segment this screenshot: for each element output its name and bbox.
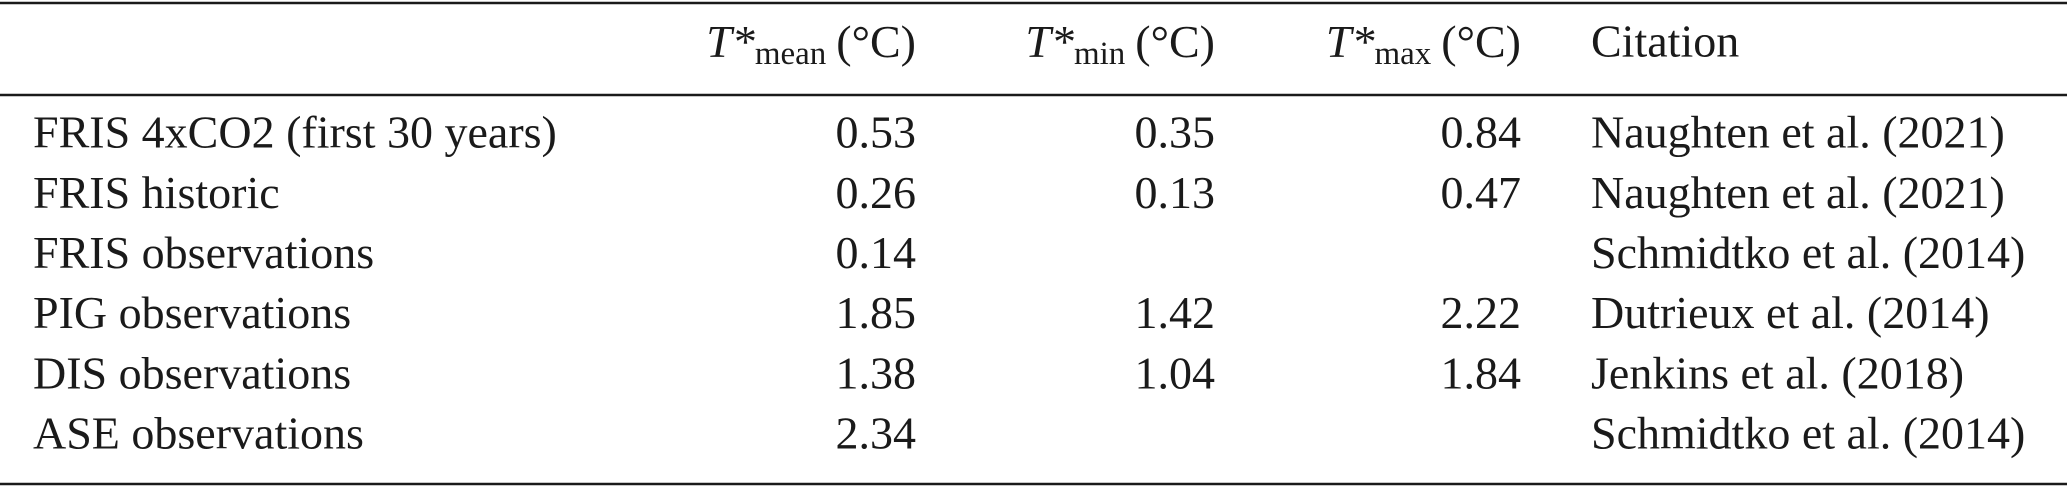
header-symbol: T* (706, 16, 755, 67)
header-symbol: T* (1025, 16, 1074, 67)
row-label: DIS observations (33, 347, 351, 398)
cell-value: 0.47 (1441, 167, 1522, 218)
header-unit: (°C) (836, 16, 916, 67)
cell-value: 1.38 (836, 347, 917, 398)
cell-value: 0.14 (836, 227, 917, 278)
cell-value: 1.42 (1135, 287, 1216, 338)
column-header: T*min (°C) (1025, 16, 1215, 72)
citation: Naughten et al. (2021) (1591, 107, 2005, 158)
header-subscript: mean (755, 36, 826, 72)
row-label: FRIS historic (33, 167, 280, 218)
header-symbol: T* (1326, 16, 1375, 67)
citation: Dutrieux et al. (2014) (1591, 287, 1990, 338)
cell-value: 0.13 (1135, 167, 1216, 218)
cell-value: 1.84 (1441, 347, 1522, 398)
cell-value: 1.04 (1135, 347, 1216, 398)
row-label: FRIS 4xCO2 (first 30 years) (33, 107, 557, 158)
column-header: T*max (°C) (1326, 16, 1521, 72)
header-subscript: min (1074, 36, 1125, 72)
cell-value: 0.84 (1441, 107, 1522, 158)
row-label: FRIS observations (33, 227, 374, 278)
header-unit: (°C) (1135, 16, 1215, 67)
cell-value: 0.26 (836, 167, 917, 218)
header-subscript: max (1374, 36, 1431, 72)
citation: Schmidtko et al. (2014) (1591, 227, 2025, 278)
cell-value: 0.35 (1135, 107, 1216, 158)
citation: Schmidtko et al. (2014) (1591, 408, 2025, 459)
cell-value: 2.22 (1441, 287, 1522, 338)
column-header: T*mean (°C) (706, 16, 916, 72)
cell-value: 2.34 (836, 408, 917, 459)
header-unit: (°C) (1441, 16, 1521, 67)
column-header: Citation (1591, 16, 1739, 67)
cell-value: 1.85 (836, 287, 917, 338)
row-label: PIG observations (33, 287, 351, 338)
cell-value: 0.53 (836, 107, 917, 158)
row-label: ASE observations (33, 408, 364, 459)
citation: Naughten et al. (2021) (1591, 167, 2005, 218)
citation: Jenkins et al. (2018) (1591, 347, 1964, 398)
